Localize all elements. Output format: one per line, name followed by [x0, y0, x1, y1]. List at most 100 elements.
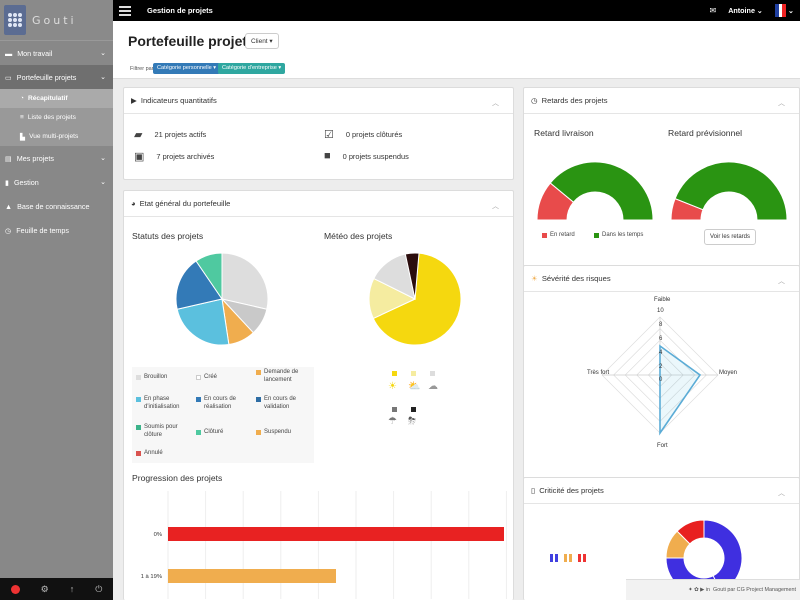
filter-chip-company[interactable]: Catégorie d'entreprise ▾ — [218, 63, 286, 74]
user-menu[interactable]: Antoine ⌄ — [728, 6, 763, 15]
stat-text: 21 projets actifs — [154, 130, 207, 139]
legend-swatch — [564, 554, 567, 562]
legend-label: En cours de validation — [264, 396, 297, 410]
filter-chip-personal[interactable]: Catégorie personnelle ▾ — [153, 63, 221, 74]
meteo-pie-slice-3[interactable] — [404, 252, 420, 300]
legend-item[interactable]: Soumis pour clôture — [136, 423, 194, 439]
meteo-pie-slice-0[interactable] — [372, 252, 462, 346]
statuts-pie-slice-3[interactable] — [176, 298, 230, 346]
sidebar-item-base[interactable]: ▲ Base de connaissance — [0, 194, 113, 218]
legend-swatch — [256, 369, 261, 375]
chevron-down-icon: ⌄ — [100, 74, 106, 81]
legend-item[interactable]: Suspendu — [256, 428, 291, 436]
stat-suspended: ■ 0 projets suspendus — [324, 150, 409, 162]
sidebar-item-gestion[interactable]: ▮ Gestion ⌄ — [0, 170, 113, 194]
bar-label-0: 0% — [153, 532, 162, 538]
chevron-down-icon: ⌄ — [100, 179, 106, 186]
stat-closed: ☑ 0 projets clôturés — [324, 128, 402, 141]
legend-item[interactable]: Demande de lancement — [256, 368, 312, 384]
list-icon: ≡ — [20, 114, 24, 121]
gauge-ontime-segment[interactable] — [674, 161, 788, 221]
legend-swatch-cloudy — [411, 371, 416, 376]
sidebar-footer: ⚙ ↑ ⏻ — [0, 578, 113, 600]
brand[interactable]: Gouti — [0, 0, 113, 40]
folder-open-icon: ▰ — [134, 129, 143, 141]
statuts-pie-slice-4[interactable] — [175, 260, 223, 310]
progression-bar-1[interactable] — [168, 569, 336, 583]
life-ring-icon[interactable] — [10, 584, 20, 594]
topbar-title: Gestion de projets — [147, 6, 213, 15]
voir-retards-button[interactable]: Voir les retards — [704, 229, 757, 245]
statuts-pie-slice-0[interactable] — [221, 252, 269, 310]
legend-item[interactable]: En phase d'initialisation — [136, 395, 194, 411]
storm-icon: ⛈ — [408, 416, 416, 427]
sidebar-item-mes-projets[interactable]: ▤ Mes projets ⌄ — [0, 146, 113, 170]
stat-text: 0 projets suspendus — [342, 151, 409, 161]
footer-text: Gouti par CG Project Management — [713, 587, 796, 593]
legend-item[interactable]: Clôturé — [196, 428, 223, 436]
legend-item[interactable]: Créé — [196, 373, 217, 381]
sidebar-item-portefeuille[interactable]: ▭ Portefeuille projets ⌄ — [0, 65, 113, 89]
client-dropdown[interactable]: Client ▾ — [245, 33, 279, 49]
stat-active: ▰ 21 projets actifs — [134, 128, 206, 141]
statuts-pie-slice-5[interactable] — [195, 252, 223, 301]
legend-late[interactable]: En retard — [542, 231, 575, 239]
collapse-icon[interactable]: ︿ — [492, 100, 499, 107]
sidebar-item-label: Feuille de temps — [16, 225, 70, 235]
menu-icon[interactable] — [119, 5, 131, 16]
legend-swatch — [256, 396, 261, 402]
sidebar-sub-liste[interactable]: ≡ Liste des projets — [0, 108, 113, 127]
collapse-icon[interactable]: ︿ — [778, 490, 785, 497]
collapse-icon[interactable]: ︿ — [492, 203, 499, 210]
sidebar-item-label: Mes projets — [16, 153, 54, 163]
panel-title: Retards des projets — [541, 96, 608, 105]
collapse-icon[interactable]: ︿ — [778, 100, 785, 107]
legend-swatch-sunny — [392, 371, 397, 376]
power-icon[interactable]: ⏻ — [95, 583, 103, 594]
gear-icon[interactable]: ⚙ — [40, 583, 49, 594]
legend-swatch — [196, 396, 201, 402]
legend-swatch — [578, 554, 581, 562]
sidebar-item-label: Base de connaissance — [17, 201, 90, 211]
sidebar-sub-recapitulatif[interactable]: ◔ Récapitulatif — [0, 89, 113, 108]
gauge-ontime-segment[interactable] — [549, 161, 654, 221]
indicators-panel: ▶ Indicateurs quantitatifs ︿ ▰ 21 projets … — [123, 87, 514, 180]
legend-item[interactable]: Brouillon — [136, 373, 167, 381]
arrow-up-icon[interactable]: ↑ — [69, 584, 75, 594]
legend-label: Soumis pour clôture — [144, 424, 178, 438]
progression-bar-0[interactable] — [168, 527, 504, 541]
radar-tick: 8 — [659, 322, 663, 328]
sidebar-item-feuille[interactable]: ◷ Feuille de temps — [0, 218, 113, 242]
radar-axis-moyen: Moyen — [719, 370, 738, 376]
sidebar-sub-multi[interactable]: ▙ Vue multi-projets — [0, 127, 113, 146]
legend-item[interactable]: En cours de validation — [256, 395, 312, 411]
legend-swatch — [583, 554, 586, 562]
legend-item[interactable]: En cours de réalisation — [196, 395, 254, 411]
pie-chart-icon: ◕ — [131, 199, 136, 208]
clock-icon: ◷ — [5, 225, 12, 235]
social-icons[interactable]: ✦ ✿ ▶ in — [688, 587, 710, 593]
legend-ontime[interactable]: Dans les temps — [594, 231, 643, 239]
sidebar-item-mon-travail[interactable]: ▬ Mon travail ⌄ — [0, 41, 113, 65]
radar-axis-faible: Faible — [654, 297, 671, 303]
legend-swatch — [136, 450, 141, 456]
files-icon: ▤ — [5, 153, 12, 163]
radar-series[interactable] — [659, 344, 702, 436]
panel-title: Sévérité des risques — [541, 274, 611, 283]
legend-item[interactable]: Annulé — [136, 449, 163, 457]
sidebar-item-label: Mon travail — [17, 48, 53, 58]
panel-title: Etat général du portefeuille — [139, 199, 231, 208]
donut-segment-3[interactable] — [676, 519, 705, 545]
statuts-legend: Brouillon Créé Demande de lancement En p… — [132, 367, 314, 463]
file-icon: ▯ — [531, 486, 536, 495]
envelope-icon[interactable]: ✉ — [709, 6, 717, 15]
general-state-panel: ◕ Etat général du portefeuille ︿ Statuts d… — [123, 190, 514, 600]
caret-right-icon: ▶ — [131, 96, 137, 105]
stat-archived: ▣ 7 projets archivés — [134, 150, 214, 163]
sun-icon: ☀ — [388, 381, 397, 392]
collapse-icon[interactable]: ︿ — [778, 278, 785, 285]
folder-icon: ▬ — [5, 48, 13, 58]
sidebar-sub-label: Liste des projets — [27, 114, 76, 121]
legend-swatch — [136, 396, 141, 402]
language-selector[interactable]: ⌄ — [774, 4, 794, 17]
